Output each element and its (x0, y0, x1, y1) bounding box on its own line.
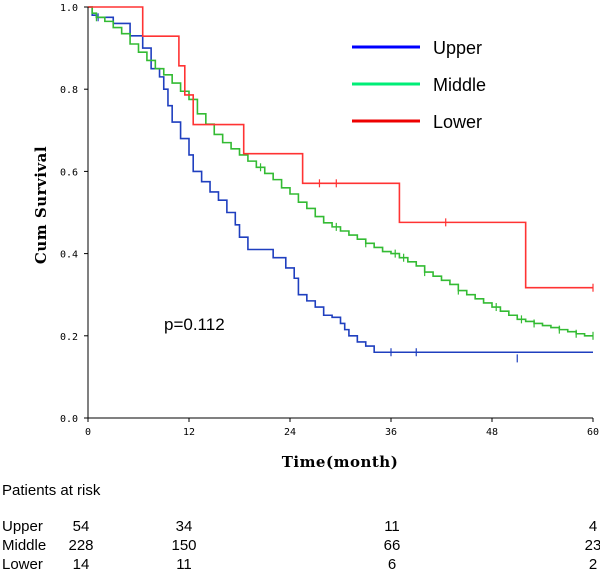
risk-cell: 11 (176, 556, 192, 573)
risk-row-label: Middle (2, 537, 47, 554)
legend-label-lower: Lower (433, 112, 482, 132)
y-tick-label: 0.6 (60, 167, 78, 178)
risk-table-title: Patients at risk (2, 482, 101, 499)
x-tick-label: 24 (284, 427, 296, 438)
y-tick-label: 0.0 (60, 414, 78, 425)
x-tick-label: 60 (587, 427, 599, 438)
risk-table: Upper 54 34 11 4 Middle 228 150 66 23 Lo… (0, 517, 600, 575)
risk-cell: 66 (383, 537, 401, 554)
risk-cell: 54 (72, 518, 90, 535)
risk-cell: 2 (588, 556, 598, 573)
legend: Upper Middle Lower (352, 38, 486, 132)
y-tick-label: 0.8 (60, 85, 78, 96)
risk-cell: 23 (584, 537, 600, 554)
risk-row-middle: Middle 228 150 66 23 (0, 536, 600, 555)
risk-cell: 14 (72, 556, 90, 573)
risk-cell: 228 (68, 537, 94, 554)
legend-label-middle: Middle (433, 75, 486, 95)
kaplan-meier-chart: 0 12 24 36 48 60 0.0 0.2 0.4 0.6 0.8 1.0 Time(month… (32, 3, 599, 471)
x-tick-label: 48 (486, 427, 498, 438)
risk-cell: 6 (387, 556, 397, 573)
y-tick-label: 0.2 (60, 332, 78, 343)
risk-cell: 34 (175, 518, 193, 535)
axes: 0 12 24 36 48 60 0.0 0.2 0.4 0.6 0.8 1.0 (60, 3, 599, 438)
survival-curve-middle (88, 6, 593, 337)
risk-row-label: Lower (2, 556, 43, 573)
y-tick-label: 1.0 (60, 3, 78, 14)
risk-cell: 150 (171, 537, 197, 554)
x-tick-label: 12 (183, 427, 195, 438)
risk-cell: 11 (384, 518, 400, 535)
p-value-annotation: p=0.112 (164, 315, 225, 334)
risk-row-lower: Lower 14 11 6 2 (0, 555, 600, 574)
plot-area (88, 6, 594, 363)
survival-curve-lower (88, 6, 593, 289)
y-tick-label: 0.4 (60, 250, 78, 261)
x-axis-title: Time(month) (282, 453, 399, 471)
risk-row-upper: Upper 54 34 11 4 (0, 517, 600, 536)
x-tick-label: 0 (85, 427, 91, 438)
risk-row-label: Upper (2, 518, 43, 535)
survival-curve-upper (88, 6, 593, 354)
risk-cell: 4 (588, 518, 598, 535)
x-tick-label: 36 (385, 427, 397, 438)
legend-label-upper: Upper (433, 38, 482, 58)
y-axis-title: Cum Survival (32, 146, 50, 264)
